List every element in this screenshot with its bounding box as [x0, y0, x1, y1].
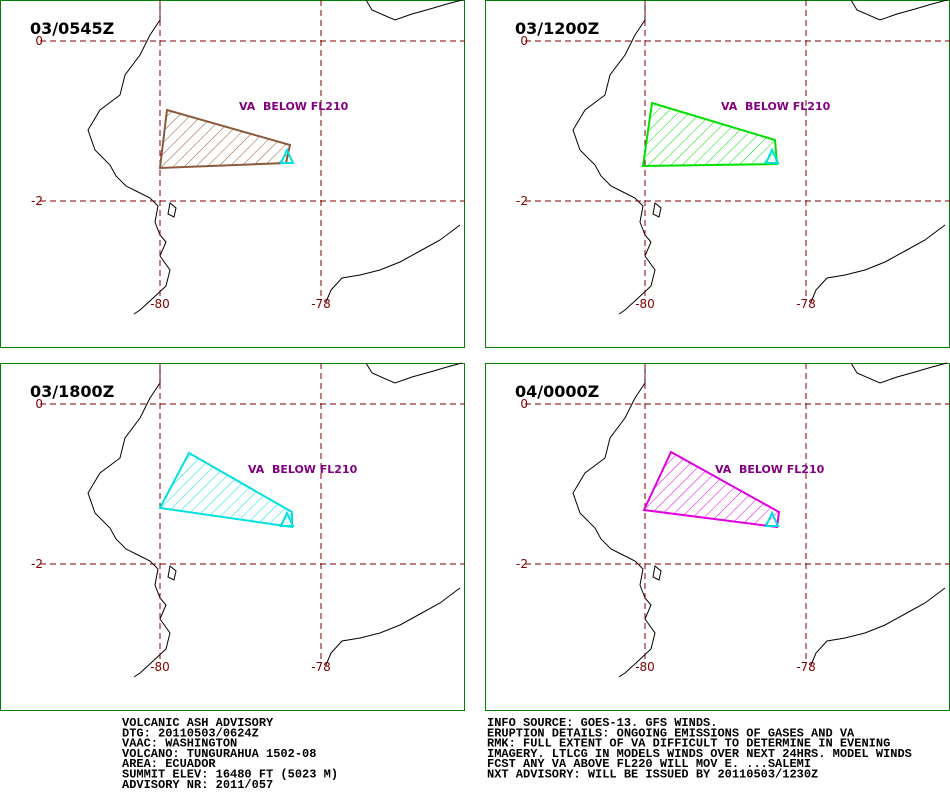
- advisory-line: ADVISORY NR: 2011/057: [122, 778, 273, 792]
- map-panel: 0 -2 -80 -78 03/1200Z VA BELOW FL210: [485, 0, 950, 348]
- valid-time: 03/1200Z: [515, 19, 599, 38]
- panel-border: [0, 363, 465, 711]
- map-panel: 0 -2 -80 -78 03/0545Z VA BELOW FL210: [0, 0, 465, 348]
- panel-border: [485, 363, 950, 711]
- panel-border: [0, 0, 465, 348]
- ash-level-label: VA BELOW FL210: [248, 463, 358, 476]
- lon-label: -78: [796, 660, 816, 674]
- volcano-marker: [279, 510, 295, 527]
- lat-label: 0: [520, 34, 528, 48]
- coastline: [365, 0, 463, 21]
- lon-label: -78: [311, 297, 331, 311]
- lat-label: -2: [31, 557, 43, 571]
- ash-level-label: VA BELOW FL210: [715, 463, 825, 476]
- coastline: [850, 0, 948, 21]
- advisory-line: SUMMIT ELEV: 16480 FT (5023 M): [122, 768, 338, 782]
- advisory-line: VAAC: WASHINGTON: [122, 737, 237, 751]
- lon-label: -80: [150, 297, 170, 311]
- coastline: [572, 363, 656, 678]
- coastline: [325, 587, 461, 666]
- coastline: [325, 224, 461, 303]
- valid-time: 04/0000Z: [515, 382, 599, 401]
- island: [167, 565, 177, 581]
- advisory-line: INFO SOURCE: GOES-13. GFS WINDS.: [487, 716, 717, 730]
- coastline: [87, 363, 171, 678]
- lon-label: -80: [150, 660, 170, 674]
- coastline: [572, 0, 656, 315]
- valid-time: 03/0545Z: [30, 19, 114, 38]
- coastline: [850, 362, 948, 384]
- coastline: [365, 362, 463, 384]
- coastline: [810, 587, 946, 666]
- lat-label: -2: [516, 194, 528, 208]
- coastline: [810, 224, 946, 303]
- advisory-line: ERUPTION DETAILS: ONGOING EMISSIONS OF G…: [487, 726, 855, 740]
- lat-label: 0: [520, 397, 528, 411]
- ash-level-label: VA BELOW FL210: [721, 100, 831, 113]
- coastline: [87, 0, 171, 315]
- panel-border: [485, 0, 950, 348]
- lon-label: -78: [796, 297, 816, 311]
- valid-time: 03/1800Z: [30, 382, 114, 401]
- advisory-line: NXT ADVISORY: WILL BE ISSUED BY 20110503…: [487, 768, 818, 782]
- advisory-line: FCST ANY VA ABOVE FL220 WILL MOV E. ...S…: [487, 757, 811, 771]
- lon-label: -80: [635, 297, 655, 311]
- island: [652, 565, 662, 581]
- map-panel: 0 -2 -80 -78 03/1800Z VA BELOW FL210: [0, 362, 465, 711]
- ash-level-label: VA BELOW FL210: [239, 100, 349, 113]
- volcano-marker: [764, 510, 780, 527]
- island: [652, 202, 662, 218]
- lat-label: -2: [516, 557, 528, 571]
- advisory-line: DTG: 20110503/0624Z: [122, 726, 259, 740]
- lat-label: -2: [31, 194, 43, 208]
- volcano-marker: [279, 147, 295, 164]
- lon-label: -80: [635, 660, 655, 674]
- advisory-line: VOLCANIC ASH ADVISORY: [122, 716, 274, 730]
- island: [167, 202, 177, 218]
- volcano-marker: [764, 147, 780, 164]
- advisory-line: AREA: ECUADOR: [122, 757, 216, 771]
- lat-label: 0: [35, 34, 43, 48]
- map-panel: 0 -2 -80 -78 04/0000Z VA BELOW FL210: [485, 362, 950, 711]
- lon-label: -78: [311, 660, 331, 674]
- advisory-line: VOLCANO: TUNGURAHUA 1502-08: [122, 747, 316, 761]
- advisory-line: IMAGERY. LTLCG IN MODELS WINDS OVER NEXT…: [487, 747, 912, 761]
- advisory-line: RMK: FULL EXTENT OF VA DIFFICULT TO DETE…: [487, 737, 890, 751]
- lat-label: 0: [35, 397, 43, 411]
